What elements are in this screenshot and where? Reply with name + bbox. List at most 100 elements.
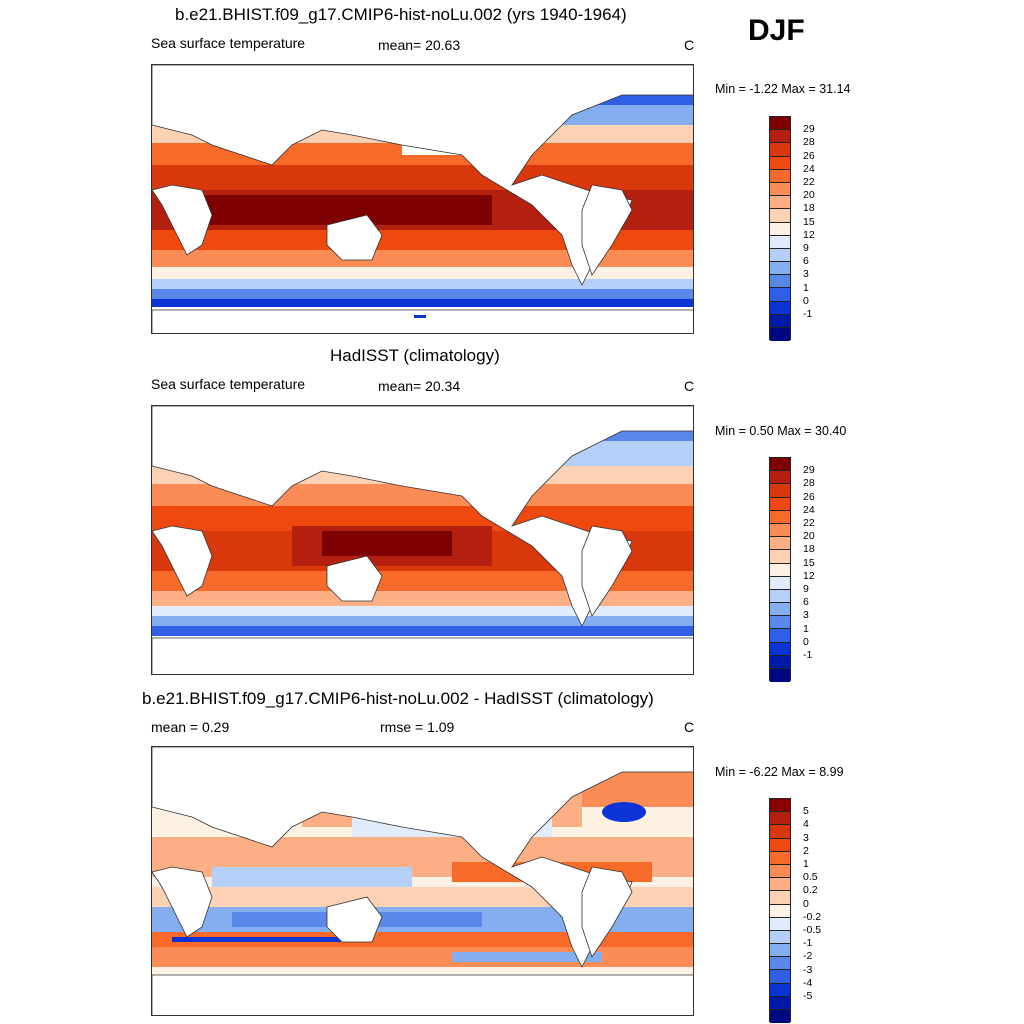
colorbar-swatch — [770, 589, 790, 604]
colorbar-swatch — [770, 222, 790, 236]
colorbar-swatch — [770, 209, 790, 223]
colorbar-tick-label: -1 — [803, 308, 813, 320]
colorbar-swatch — [770, 550, 790, 564]
colorbar-swatch — [770, 117, 790, 131]
panel1-minmax-label: Min = -1.22 Max = 31.14 — [715, 82, 851, 96]
panel1-units-label: C — [684, 37, 695, 53]
colorbar-tick-label: 1 — [803, 281, 809, 294]
colorbar-tick-label: 0.5 — [803, 871, 818, 884]
colorbar-swatch — [770, 262, 790, 276]
colorbar-swatch — [770, 314, 790, 328]
colorbar-tick-label: 26 — [803, 149, 815, 162]
colorbar-swatch — [770, 523, 790, 538]
colorbar-swatch — [770, 851, 790, 865]
colorbar-swatch — [770, 143, 790, 157]
colorbar-tick-label: -1 — [803, 937, 813, 950]
panel1-mean-label: mean= 20.63 — [378, 37, 461, 53]
colorbar-tick-label: 12 — [803, 228, 815, 241]
colorbar-swatch — [770, 669, 790, 683]
panel1-title: b.e21.BHIST.f09_g17.CMIP6-hist-noLu.002 … — [175, 5, 627, 24]
panel1-map — [151, 64, 694, 334]
colorbar-swatch — [770, 838, 790, 852]
colorbar-swatch — [770, 983, 790, 997]
colorbar-tick-label: 18 — [803, 202, 815, 215]
panel3-units-label: C — [684, 719, 695, 735]
colorbar-tick-label: 24 — [803, 162, 815, 175]
panel2-title: HadISST (climatology) — [330, 346, 500, 365]
colorbar-swatch — [770, 812, 790, 826]
colorbar-tick-label: 4 — [803, 818, 809, 831]
colorbar-swatch — [770, 878, 790, 892]
colorbar-swatch — [770, 235, 790, 249]
colorbar-swatch — [770, 616, 790, 630]
colorbar-tick-label: 29 — [803, 464, 815, 477]
colorbar-swatch — [770, 864, 790, 879]
colorbar-tick-label: -4 — [803, 976, 813, 989]
panel3-colorbar — [769, 798, 791, 1024]
colorbar-swatch — [770, 629, 790, 643]
colorbar-tick-label: 6 — [803, 255, 809, 268]
colorbar-tick-label: 6 — [803, 596, 809, 609]
colorbar-swatch — [770, 328, 790, 342]
colorbar-swatch — [770, 301, 790, 315]
colorbar-tick-label: -0.5 — [803, 924, 822, 936]
panel3-map — [151, 746, 694, 1016]
colorbar-tick-label: 18 — [803, 543, 815, 556]
panel3-title: b.e21.BHIST.f09_g17.CMIP6-hist-noLu.002 … — [142, 689, 654, 708]
colorbar-swatch — [770, 825, 790, 839]
colorbar-swatch — [770, 1010, 790, 1024]
panel2-mean-label: mean= 20.34 — [378, 378, 461, 394]
colorbar-tick-label: 22 — [803, 517, 815, 529]
colorbar-tick-label: -0.2 — [803, 910, 822, 923]
panel2-colorbar — [769, 457, 791, 683]
colorbar-tick-label: 0 — [803, 897, 809, 910]
colorbar-tick-label: 3 — [803, 268, 809, 281]
colorbar-swatch — [770, 970, 790, 984]
colorbar-swatch — [770, 576, 790, 590]
colorbar-tick-label: 1 — [803, 622, 809, 635]
colorbar-tick-label: -2 — [803, 950, 813, 963]
colorbar-swatch — [770, 957, 790, 971]
colorbar-tick-label: 2 — [803, 844, 809, 857]
colorbar-swatch — [770, 603, 790, 617]
colorbar-swatch — [770, 248, 790, 263]
panel3-minmax-label: Min = -6.22 Max = 8.99 — [715, 765, 844, 779]
colorbar-tick-label: 26 — [803, 490, 815, 503]
colorbar-swatch — [770, 930, 790, 945]
colorbar-tick-label: 1 — [803, 858, 809, 870]
colorbar-swatch — [770, 917, 790, 931]
colorbar-swatch — [770, 944, 790, 958]
colorbar-tick-label: 9 — [803, 583, 809, 595]
colorbar-swatch — [770, 563, 790, 577]
colorbar-swatch — [770, 169, 790, 183]
colorbar-tick-label: 28 — [803, 477, 815, 490]
season-label: DJF — [748, 14, 805, 47]
colorbar-swatch — [770, 484, 790, 498]
colorbar-tick-label: 0 — [803, 635, 809, 648]
panel1-colorbar — [769, 116, 791, 342]
colorbar-tick-label: 29 — [803, 123, 815, 136]
colorbar-tick-label: 0 — [803, 294, 809, 307]
colorbar-swatch — [770, 996, 790, 1010]
colorbar-tick-label: 28 — [803, 136, 815, 149]
panel2-variable-label: Sea surface temperature — [151, 376, 306, 392]
colorbar-tick-label: -3 — [803, 963, 813, 976]
colorbar-swatch — [770, 288, 790, 302]
colorbar-swatch — [770, 471, 790, 485]
colorbar-tick-label: 0.2 — [803, 884, 818, 897]
colorbar-swatch — [770, 904, 790, 918]
panel3-rmse-label: rmse = 1.09 — [380, 719, 455, 735]
colorbar-tick-label: 15 — [803, 556, 815, 569]
colorbar-swatch — [770, 642, 790, 656]
colorbar-tick-label: 3 — [803, 609, 809, 622]
colorbar-tick-label: 22 — [803, 176, 815, 188]
colorbar-swatch — [770, 182, 790, 197]
colorbar-tick-label: 20 — [803, 530, 815, 543]
colorbar-swatch — [770, 275, 790, 289]
colorbar-tick-label: 12 — [803, 569, 815, 582]
colorbar-swatch — [770, 196, 790, 210]
colorbar-swatch — [770, 537, 790, 551]
colorbar-swatch — [770, 891, 790, 905]
colorbar-swatch — [770, 156, 790, 170]
colorbar-swatch — [770, 497, 790, 511]
